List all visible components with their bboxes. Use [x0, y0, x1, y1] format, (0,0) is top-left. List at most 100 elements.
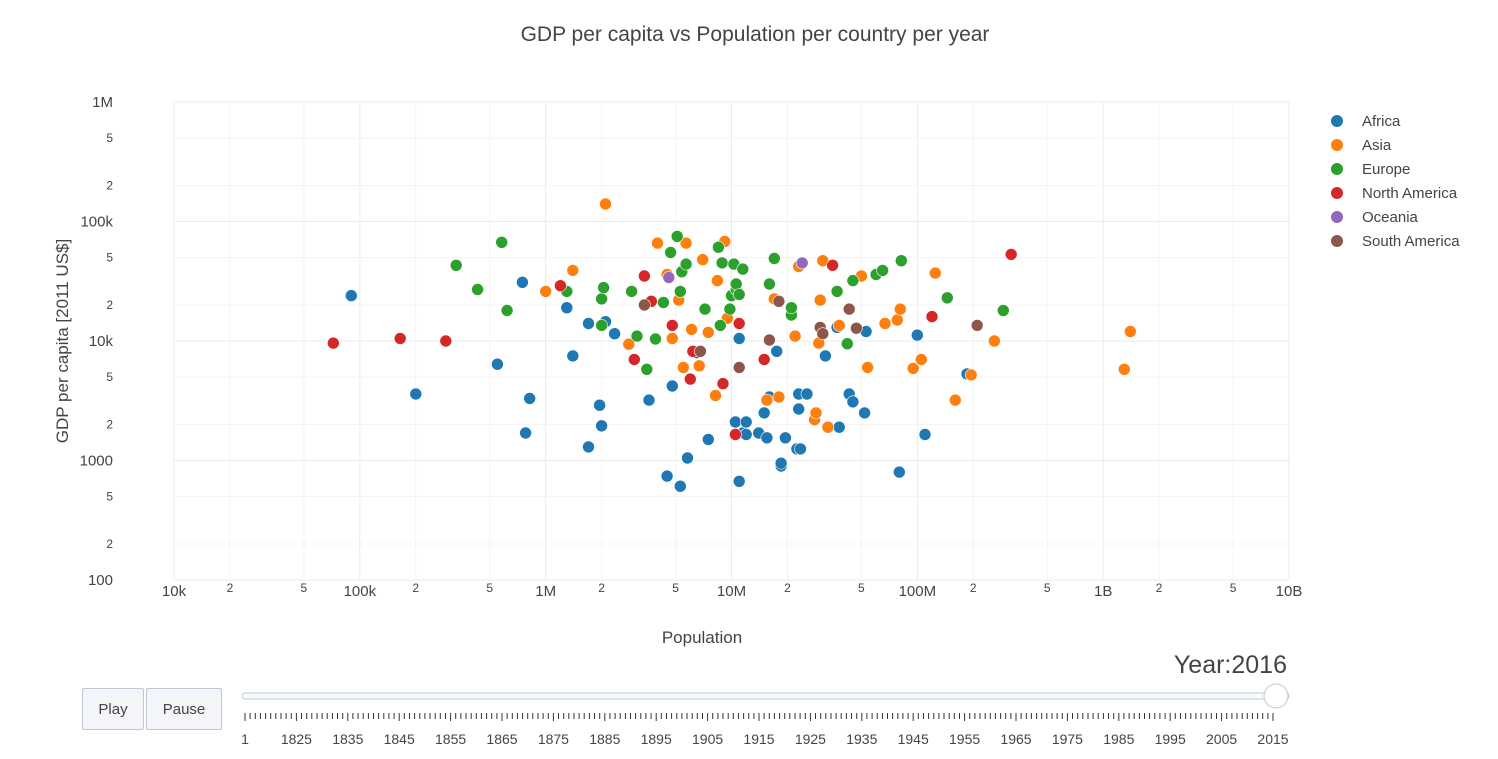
data-point[interactable] — [608, 327, 621, 341]
data-point[interactable] — [595, 319, 608, 332]
data-point[interactable] — [770, 344, 784, 358]
data-point[interactable] — [651, 236, 664, 250]
data-point[interactable] — [858, 406, 871, 420]
data-point[interactable] — [779, 431, 792, 445]
data-point[interactable] — [409, 387, 423, 401]
data-point[interactable] — [449, 258, 463, 272]
data-point[interactable] — [599, 197, 612, 211]
data-point[interactable] — [665, 332, 679, 345]
data-point[interactable] — [890, 313, 904, 327]
data-point[interactable] — [679, 257, 693, 271]
data-point[interactable] — [662, 271, 676, 284]
data-point[interactable] — [757, 353, 771, 366]
data-point[interactable] — [582, 317, 595, 330]
data-point[interactable] — [892, 465, 906, 479]
data-point[interactable] — [819, 349, 832, 363]
data-point[interactable] — [711, 274, 724, 287]
data-point[interactable] — [1124, 325, 1137, 338]
data-point[interactable] — [918, 428, 932, 441]
data-point[interactable] — [471, 283, 484, 296]
data-point[interactable] — [566, 264, 580, 277]
data-point[interactable] — [554, 279, 567, 293]
data-point[interactable] — [630, 329, 644, 343]
data-point[interactable] — [821, 420, 835, 434]
data-point[interactable] — [732, 332, 746, 345]
data-point[interactable] — [846, 274, 860, 287]
data-point[interactable] — [732, 361, 746, 374]
data-point[interactable] — [622, 337, 636, 351]
data-point[interactable] — [712, 240, 725, 254]
data-point[interactable] — [988, 334, 1001, 348]
data-point[interactable] — [830, 285, 844, 298]
data-point[interactable] — [996, 304, 1010, 317]
data-point[interactable] — [665, 319, 679, 332]
data-point[interactable] — [676, 361, 690, 374]
data-point[interactable] — [638, 298, 651, 312]
data-point[interactable] — [713, 319, 727, 332]
data-point[interactable] — [698, 302, 712, 316]
data-point[interactable] — [685, 323, 698, 336]
data-point[interactable] — [692, 359, 706, 373]
data-point[interactable] — [732, 288, 746, 301]
legend-item[interactable]: Oceania — [1331, 209, 1419, 226]
data-point[interactable] — [763, 277, 776, 291]
data-point[interactable] — [928, 266, 942, 280]
data-point[interactable] — [878, 317, 892, 330]
data-point[interactable] — [940, 291, 954, 305]
data-point[interactable] — [664, 246, 677, 259]
data-point[interactable] — [625, 285, 638, 298]
data-point[interactable] — [813, 293, 827, 307]
data-point[interactable] — [539, 285, 553, 298]
data-point[interactable] — [729, 277, 743, 291]
data-point[interactable] — [964, 368, 978, 382]
data-point[interactable] — [795, 256, 809, 270]
data-point[interactable] — [1004, 248, 1018, 261]
data-point[interactable] — [723, 302, 737, 316]
data-point[interactable] — [767, 252, 781, 265]
data-point[interactable] — [729, 428, 742, 441]
data-point[interactable] — [701, 433, 715, 446]
data-point[interactable] — [715, 256, 729, 270]
data-point[interactable] — [640, 362, 654, 376]
pause-button[interactable]: Pause — [146, 688, 222, 730]
data-point[interactable] — [800, 387, 814, 401]
scatter-points[interactable] — [326, 197, 1137, 493]
series-south-america[interactable] — [638, 294, 984, 374]
slider-handle[interactable] — [1263, 683, 1289, 709]
data-point[interactable] — [716, 377, 730, 390]
data-point[interactable] — [681, 451, 694, 465]
data-point[interactable] — [595, 419, 608, 433]
data-point[interactable] — [649, 332, 662, 346]
data-point[interactable] — [519, 426, 532, 440]
data-point[interactable] — [893, 302, 907, 316]
data-point[interactable] — [763, 333, 776, 347]
data-point[interactable] — [593, 398, 606, 412]
data-point[interactable] — [673, 285, 687, 298]
legend[interactable]: Africa Asia Europe North America Oceania Sout… — [1331, 113, 1460, 250]
data-point[interactable] — [642, 393, 656, 407]
slider-rail[interactable] — [241, 692, 1290, 700]
data-point[interactable] — [832, 319, 846, 332]
data-point[interactable] — [495, 236, 509, 249]
data-point[interactable] — [393, 332, 407, 345]
data-point[interactable] — [439, 334, 453, 348]
data-point[interactable] — [906, 362, 920, 375]
data-point[interactable] — [683, 372, 697, 386]
data-point[interactable] — [595, 292, 608, 306]
data-point[interactable] — [832, 420, 846, 434]
data-point[interactable] — [673, 479, 687, 493]
data-point[interactable] — [660, 469, 674, 483]
data-point[interactable] — [809, 406, 823, 420]
data-point[interactable] — [597, 281, 610, 294]
data-point[interactable] — [500, 304, 514, 317]
data-point[interactable] — [701, 326, 715, 339]
legend-item[interactable]: South America — [1331, 233, 1460, 250]
data-point[interactable] — [925, 310, 939, 323]
data-point[interactable] — [694, 344, 707, 358]
data-point[interactable] — [627, 353, 641, 366]
legend-item[interactable]: Africa — [1331, 113, 1401, 130]
legend-item[interactable]: North America — [1331, 185, 1458, 202]
data-point[interactable] — [772, 390, 786, 404]
data-point[interactable] — [736, 262, 750, 276]
data-point[interactable] — [757, 406, 771, 420]
